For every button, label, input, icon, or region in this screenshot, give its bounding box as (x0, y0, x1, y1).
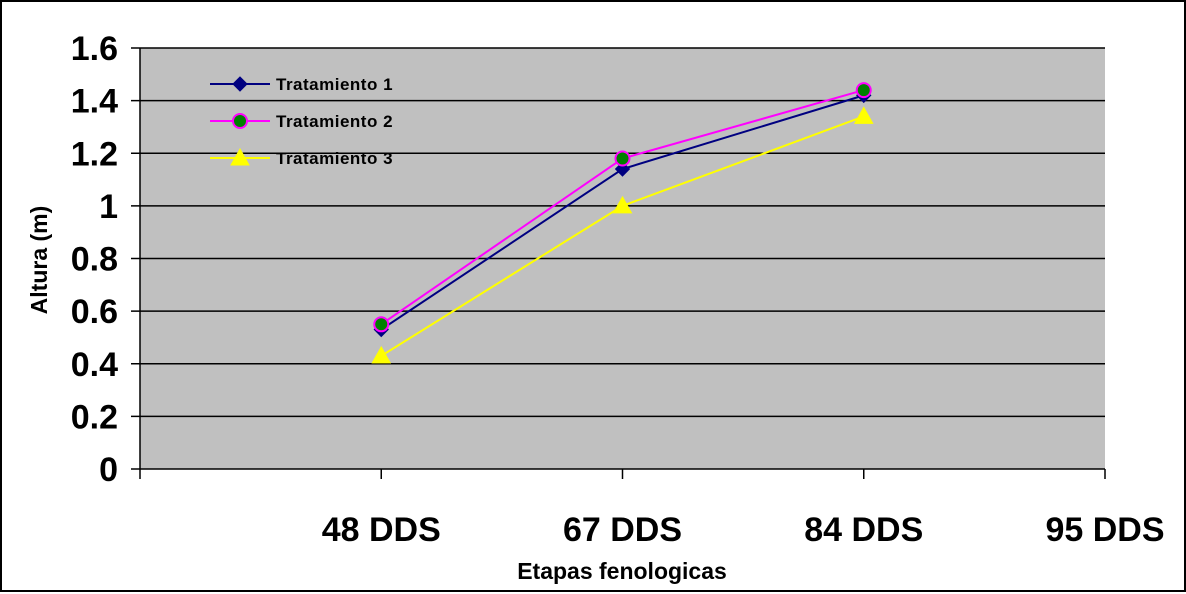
legend-label: Tratamiento 1 (276, 75, 393, 94)
data-point (855, 82, 872, 99)
y-tick-label: 1.6 (71, 30, 118, 68)
y-tick-label: 1 (99, 188, 118, 226)
legend-item: Tratamiento 3 (210, 147, 393, 168)
data-point (612, 195, 633, 214)
legend-item: Tratamiento 1 (210, 75, 393, 94)
legend-label: Tratamiento 2 (276, 112, 393, 131)
data-point (853, 106, 874, 124)
y-tick-label: 1.4 (71, 83, 118, 121)
x-tick-label: 48 DDS (322, 511, 441, 549)
series-3 (371, 106, 874, 364)
x-axis-title: Etapas fenologicas (517, 558, 727, 584)
legend-label: Tratamiento 3 (276, 149, 393, 168)
y-tick-label: 0.4 (71, 346, 118, 384)
y-tick-labels: 0 0.2 0.4 0.6 0.8 1 1.2 1.4 1.6 (71, 30, 118, 489)
data-point (614, 150, 631, 167)
data-point (373, 316, 390, 333)
legend: Tratamiento 1 Tratamiento 2 Tratamiento 3 (210, 75, 393, 168)
legend-marker (230, 147, 250, 166)
data-point (371, 345, 392, 364)
y-tick-label: 0 (99, 451, 118, 489)
y-tick-label: 0.6 (71, 293, 118, 331)
x-tick-label: 67 DDS (563, 511, 682, 549)
legend-item: Tratamiento 2 (210, 112, 393, 131)
legend-marker (232, 113, 248, 129)
y-tick-label: 0.2 (71, 398, 118, 436)
y-tick-label: 0.8 (71, 241, 118, 279)
legend-marker (232, 76, 248, 92)
y-axis-title: Altura (m) (26, 206, 52, 315)
series-2 (373, 82, 872, 333)
x-tick-label: 95 DDS (1045, 511, 1164, 549)
x-tick-label: 84 DDS (804, 511, 923, 549)
axes (131, 47, 1106, 479)
x-tick-labels: 48 DDS 67 DDS 84 DDS 95 DDS (322, 511, 1165, 549)
series-group (371, 82, 874, 364)
y-tick-label: 1.2 (71, 135, 118, 173)
